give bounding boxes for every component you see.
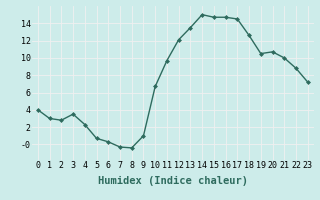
X-axis label: Humidex (Indice chaleur): Humidex (Indice chaleur)	[98, 176, 248, 186]
